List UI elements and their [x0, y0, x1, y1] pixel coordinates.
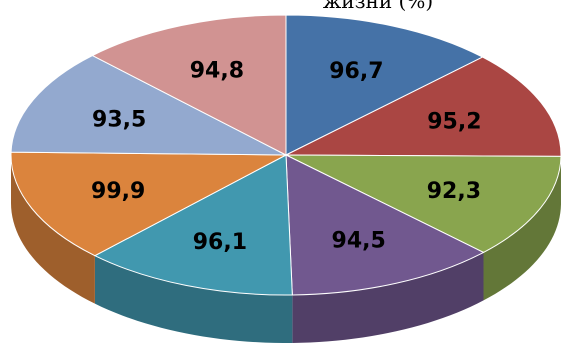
pie-slice-6: [10, 54, 287, 156]
pie-side-3: [292, 252, 484, 343]
pie-slice-7: [91, 14, 287, 156]
data-label-2: 92,3: [427, 179, 481, 204]
pie-side-2: [483, 156, 561, 301]
pie-data-labels: 96,7 95,2 92,3 94,5 96,1 99,9 93,5 94,8: [91, 59, 481, 256]
chart-title: жизни (%): [323, 0, 433, 13]
pie-slice-3: [285, 154, 485, 296]
data-label-7: 94,8: [190, 59, 244, 84]
pie-side-4: [94, 255, 293, 343]
pie-slice-5: [10, 151, 287, 257]
data-label-6: 93,5: [92, 108, 146, 133]
pie-slice-2: [285, 154, 562, 253]
pie-slice-1: [285, 56, 562, 157]
data-label-0: 96,7: [329, 59, 383, 84]
data-label-3: 94,5: [332, 229, 386, 254]
data-label-1: 95,2: [427, 110, 481, 135]
data-label-5: 99,9: [91, 179, 145, 204]
pie-slice-4: [93, 154, 293, 296]
pie-slices: [10, 14, 562, 296]
pie-slice-0: [285, 14, 484, 156]
data-label-4: 96,1: [193, 230, 247, 255]
